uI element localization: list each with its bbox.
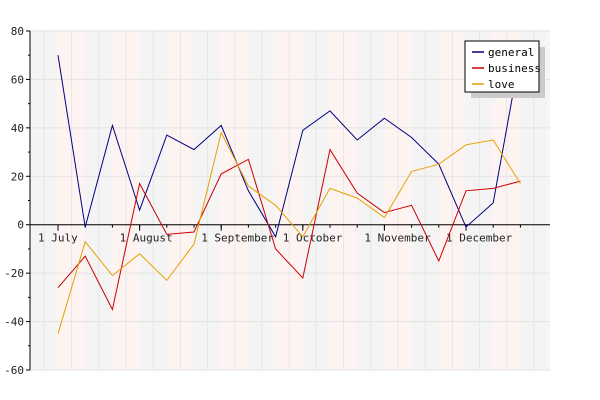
background-band — [438, 31, 466, 370]
x-tick-label: 1 December — [446, 232, 513, 245]
background-band — [383, 31, 411, 370]
y-tick-label: -60 — [4, 364, 24, 377]
legend-label-love: love — [488, 78, 515, 91]
background-band — [410, 31, 438, 370]
y-tick-label: -40 — [4, 316, 24, 329]
background-band — [302, 31, 330, 370]
y-tick-label: 20 — [11, 170, 24, 183]
background-band — [57, 31, 85, 370]
y-tick-label: 40 — [11, 122, 24, 135]
series-line-general — [57, 52, 521, 239]
y-tick-label: 0 — [17, 219, 24, 232]
background-band — [30, 31, 58, 370]
x-tick-label: 1 August — [120, 232, 173, 245]
series-line-love — [57, 131, 521, 334]
background-band — [111, 31, 139, 370]
y-tick-label: 80 — [11, 25, 24, 38]
background-band — [546, 31, 550, 370]
legend-label-business: business — [488, 62, 541, 75]
background-band — [274, 31, 302, 370]
background-band — [193, 31, 221, 370]
legend-label-general: general — [488, 46, 534, 59]
background-band — [329, 31, 357, 370]
background-band — [220, 31, 248, 370]
x-tick-label: 1 September — [201, 232, 274, 245]
y-tick-label: 60 — [11, 73, 24, 86]
background-band — [166, 31, 194, 370]
y-tick-label: -20 — [4, 267, 24, 280]
data-series — [57, 52, 521, 334]
series-line-business — [57, 148, 521, 311]
legend: general business love — [464, 40, 545, 98]
x-axis-ticks: 1 July 1 August 1 September 1 October 1 Nove… — [38, 224, 521, 245]
x-tick-label: 1 July — [38, 232, 78, 245]
y-axis-ticks: 80 60 40 20 0 -20 -40 -60 — [4, 25, 30, 377]
background-band — [84, 31, 112, 370]
x-tick-label: 1 October — [283, 232, 343, 245]
x-tick-label: 1 November — [364, 232, 431, 245]
